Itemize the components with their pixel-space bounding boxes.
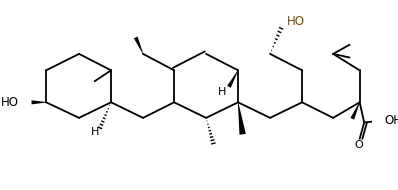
Polygon shape xyxy=(134,37,143,54)
Polygon shape xyxy=(238,102,246,135)
Text: H: H xyxy=(90,127,99,137)
Text: O: O xyxy=(354,140,363,150)
Text: H: H xyxy=(217,87,226,97)
Polygon shape xyxy=(227,70,238,88)
Text: OH: OH xyxy=(384,114,398,127)
Text: HO: HO xyxy=(287,15,304,28)
Polygon shape xyxy=(31,100,46,104)
Text: HO: HO xyxy=(1,96,19,109)
Polygon shape xyxy=(351,102,360,120)
